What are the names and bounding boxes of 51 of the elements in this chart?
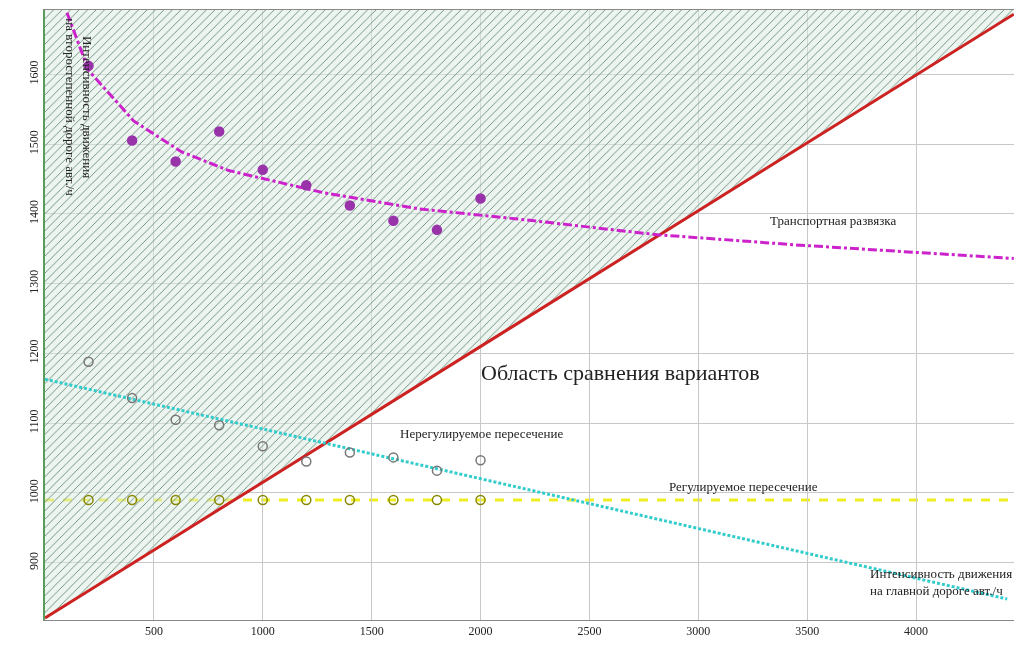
point (344, 494, 356, 506)
y-axis-title: Интенсивность движения на второстепенной дороге авт./ч (63, 18, 96, 197)
ref-line-label: Регулируемое пересечение (669, 479, 818, 494)
point (257, 440, 268, 452)
point (301, 456, 312, 467)
point (126, 494, 138, 506)
annotation: Транспортная развязка (770, 213, 897, 228)
y-tick-label: 1300 (27, 269, 42, 294)
point (344, 200, 356, 211)
point (257, 164, 268, 176)
point (431, 465, 443, 476)
point (83, 494, 94, 506)
y-tick-label: 1200 (27, 339, 42, 364)
point (213, 494, 225, 506)
annotation: Область сравнения вариантов (481, 360, 760, 385)
point (344, 447, 356, 458)
point (257, 494, 268, 506)
y-tick-label: 1400 (27, 200, 42, 224)
y-tick-label: 1500 (27, 130, 42, 155)
point (213, 420, 225, 431)
line-series (65, 11, 1014, 260)
point (170, 156, 181, 167)
x-tick-label: 3000 (686, 624, 711, 639)
y-tick-label: 1600 (27, 60, 42, 85)
y-tick-label: 900 (27, 551, 42, 570)
x-tick-label: 2000 (468, 624, 493, 639)
point (388, 494, 399, 506)
point (213, 126, 225, 137)
point (431, 494, 443, 506)
point (126, 135, 138, 146)
x-tick-label: 500 (144, 624, 163, 639)
point (388, 215, 399, 227)
point (475, 494, 486, 506)
x-tick-label: 4000 (904, 624, 929, 639)
point (170, 414, 181, 425)
y-tick-label: 1000 (27, 479, 42, 504)
x-tick-label: 2500 (577, 624, 602, 639)
point (431, 224, 443, 236)
point (301, 179, 312, 191)
x-tick-label: 3500 (795, 624, 820, 639)
x-tick-label: 1000 (250, 624, 275, 639)
point (301, 494, 312, 506)
annotation: Нерегулируемое пересечение (400, 426, 564, 441)
point (388, 452, 399, 463)
point (475, 454, 486, 466)
point (126, 392, 138, 404)
point (475, 193, 486, 204)
point (83, 356, 94, 368)
point (170, 494, 181, 506)
x-tick-label: 1500 (359, 624, 384, 639)
y-tick-label: 1100 (27, 409, 42, 434)
